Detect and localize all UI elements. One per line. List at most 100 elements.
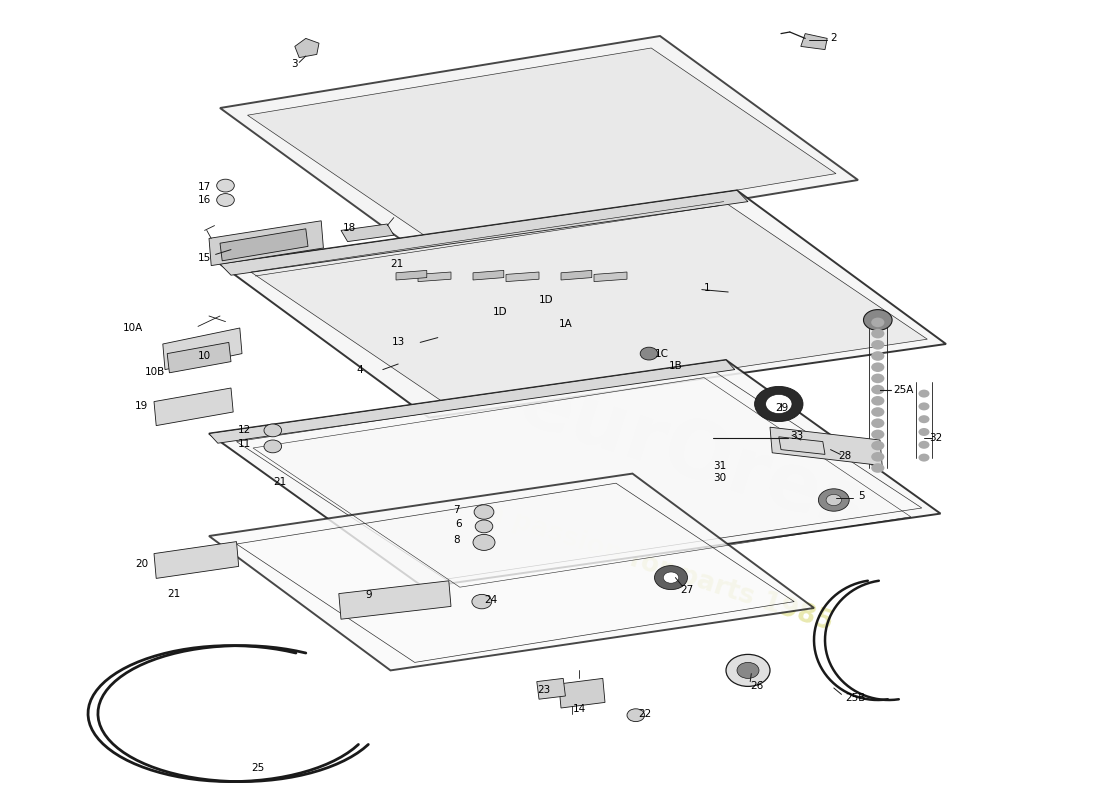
Polygon shape bbox=[559, 678, 605, 708]
Circle shape bbox=[864, 310, 892, 330]
Circle shape bbox=[737, 662, 759, 678]
Polygon shape bbox=[220, 36, 858, 252]
Text: 20: 20 bbox=[135, 559, 149, 569]
Text: 26: 26 bbox=[750, 682, 763, 691]
Text: 16: 16 bbox=[198, 195, 211, 205]
Text: 15: 15 bbox=[198, 253, 211, 262]
Text: 32: 32 bbox=[930, 434, 943, 443]
Polygon shape bbox=[537, 678, 565, 699]
Circle shape bbox=[640, 347, 658, 360]
Polygon shape bbox=[154, 542, 239, 578]
Polygon shape bbox=[473, 270, 504, 280]
Polygon shape bbox=[167, 342, 231, 373]
Text: 9: 9 bbox=[365, 590, 372, 600]
Circle shape bbox=[871, 430, 884, 439]
Polygon shape bbox=[220, 190, 748, 275]
Circle shape bbox=[264, 440, 282, 453]
Text: 13: 13 bbox=[392, 338, 405, 347]
Polygon shape bbox=[248, 48, 836, 241]
Polygon shape bbox=[163, 328, 242, 370]
Text: 1C: 1C bbox=[654, 349, 669, 358]
Circle shape bbox=[918, 415, 930, 423]
Circle shape bbox=[918, 454, 930, 462]
Text: 1: 1 bbox=[704, 283, 711, 293]
Circle shape bbox=[871, 329, 884, 338]
Circle shape bbox=[871, 374, 884, 383]
Text: 19: 19 bbox=[135, 402, 149, 411]
Text: 8: 8 bbox=[453, 535, 460, 545]
Text: 4: 4 bbox=[356, 365, 363, 374]
Circle shape bbox=[654, 566, 688, 590]
Circle shape bbox=[918, 390, 930, 398]
Circle shape bbox=[871, 385, 884, 394]
Polygon shape bbox=[220, 190, 946, 418]
Text: 3: 3 bbox=[292, 59, 298, 69]
Polygon shape bbox=[154, 388, 233, 426]
Text: 11: 11 bbox=[238, 439, 251, 449]
Circle shape bbox=[918, 441, 930, 449]
Circle shape bbox=[918, 402, 930, 410]
Text: 25A: 25A bbox=[893, 386, 914, 395]
Circle shape bbox=[627, 709, 645, 722]
Text: a passion for parts 1985: a passion for parts 1985 bbox=[483, 499, 837, 637]
Circle shape bbox=[871, 351, 884, 361]
Polygon shape bbox=[209, 474, 814, 670]
Text: 10B: 10B bbox=[145, 367, 165, 377]
Polygon shape bbox=[801, 34, 827, 50]
Polygon shape bbox=[220, 229, 308, 261]
Circle shape bbox=[264, 424, 282, 437]
Polygon shape bbox=[251, 202, 927, 410]
Text: 2: 2 bbox=[830, 34, 837, 43]
Polygon shape bbox=[396, 270, 427, 280]
Circle shape bbox=[818, 489, 849, 511]
Text: 27: 27 bbox=[680, 586, 693, 595]
Text: 7: 7 bbox=[453, 506, 460, 515]
Polygon shape bbox=[418, 272, 451, 282]
Circle shape bbox=[217, 194, 234, 206]
Circle shape bbox=[474, 505, 494, 519]
Polygon shape bbox=[209, 360, 940, 587]
Circle shape bbox=[918, 428, 930, 436]
Circle shape bbox=[871, 340, 884, 350]
Text: 10A: 10A bbox=[123, 323, 143, 333]
Text: 1A: 1A bbox=[559, 319, 572, 329]
Circle shape bbox=[472, 594, 492, 609]
Circle shape bbox=[871, 407, 884, 417]
Text: 30: 30 bbox=[713, 474, 726, 483]
Text: 14: 14 bbox=[573, 704, 586, 714]
Text: 1D: 1D bbox=[539, 295, 553, 305]
Text: 21: 21 bbox=[167, 589, 180, 598]
Text: 21: 21 bbox=[273, 477, 286, 486]
Text: 17: 17 bbox=[198, 182, 211, 192]
Circle shape bbox=[871, 452, 884, 462]
Text: 6: 6 bbox=[455, 519, 462, 529]
Circle shape bbox=[871, 362, 884, 372]
Text: 25: 25 bbox=[251, 763, 264, 773]
Circle shape bbox=[871, 318, 884, 327]
Text: 22: 22 bbox=[638, 709, 651, 718]
Text: 5: 5 bbox=[858, 491, 865, 501]
Polygon shape bbox=[561, 270, 592, 280]
Circle shape bbox=[871, 396, 884, 406]
Text: 24: 24 bbox=[484, 595, 497, 605]
Circle shape bbox=[663, 572, 679, 583]
Polygon shape bbox=[209, 360, 735, 443]
Circle shape bbox=[475, 520, 493, 533]
Text: 1D: 1D bbox=[493, 307, 507, 317]
Circle shape bbox=[871, 463, 884, 473]
Text: 1B: 1B bbox=[669, 362, 682, 371]
Text: 12: 12 bbox=[238, 426, 251, 435]
Polygon shape bbox=[770, 427, 882, 466]
Polygon shape bbox=[594, 272, 627, 282]
Circle shape bbox=[871, 418, 884, 428]
Text: 25B: 25B bbox=[845, 693, 866, 702]
Polygon shape bbox=[341, 224, 394, 242]
Circle shape bbox=[871, 441, 884, 450]
Text: 21: 21 bbox=[390, 259, 404, 269]
Polygon shape bbox=[339, 581, 451, 619]
Circle shape bbox=[766, 394, 792, 414]
Circle shape bbox=[755, 386, 803, 422]
Circle shape bbox=[726, 654, 770, 686]
Polygon shape bbox=[779, 437, 825, 454]
Polygon shape bbox=[209, 221, 323, 266]
